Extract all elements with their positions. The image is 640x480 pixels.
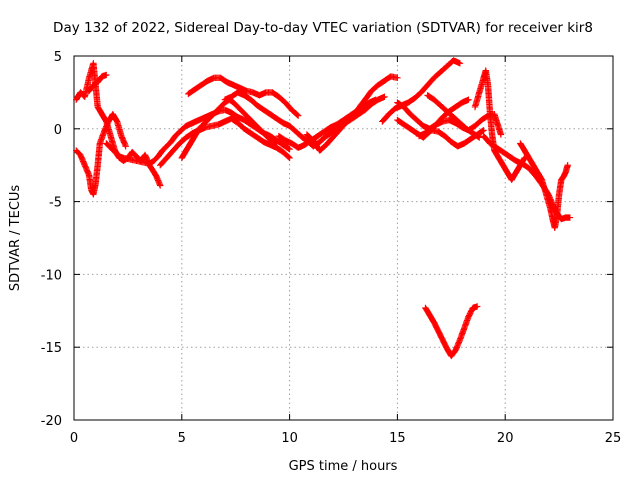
series-track-3 [85,71,110,95]
axis-ticks: 0 5 10 15 20 25 5 0 -5 -10 -15 -20 [41,50,622,446]
series-track-17 [471,67,528,183]
y-tick-label: -15 [41,341,62,356]
x-tick-label: 0 [70,431,78,446]
plot-frame [73,55,614,421]
plus-markers [275,96,379,151]
plus-markers [221,89,313,146]
series-track-20 [422,303,481,360]
series-track-8 [221,89,313,146]
plus-markers [517,140,571,231]
x-tick-label: 15 [389,431,406,446]
plus-markers [178,96,280,162]
x-axis-label: GPS time / hours [289,459,398,474]
series-track-7 [185,74,302,119]
series-track-19 [517,140,571,231]
series-track-2 [73,111,129,198]
y-tick-label: 0 [54,123,62,138]
series-track-11 [275,96,379,151]
x-tick-label: 10 [281,431,298,446]
y-tick-label: 5 [54,50,62,65]
data-markers [73,57,574,360]
x-tick-label: 5 [178,431,186,446]
plus-markers [471,67,528,183]
plus-markers [85,71,110,95]
plus-markers [415,127,487,150]
y-axis-label: SDTVAR / TECUs [8,185,23,292]
chart-title: Day 132 of 2022, Sidereal Day-to-day VTE… [53,20,593,36]
y-tick-label: -10 [41,268,62,283]
plus-markers [185,74,302,119]
y-tick-label: -20 [41,414,62,429]
x-tick-label: 20 [497,431,514,446]
grid-lines [74,56,613,420]
series-track-6 [178,96,280,162]
x-tick-label: 25 [605,431,622,446]
plus-markers [422,303,481,360]
y-tick-label: -5 [49,196,62,211]
series-track-16 [415,127,487,150]
plus-markers [73,111,129,198]
